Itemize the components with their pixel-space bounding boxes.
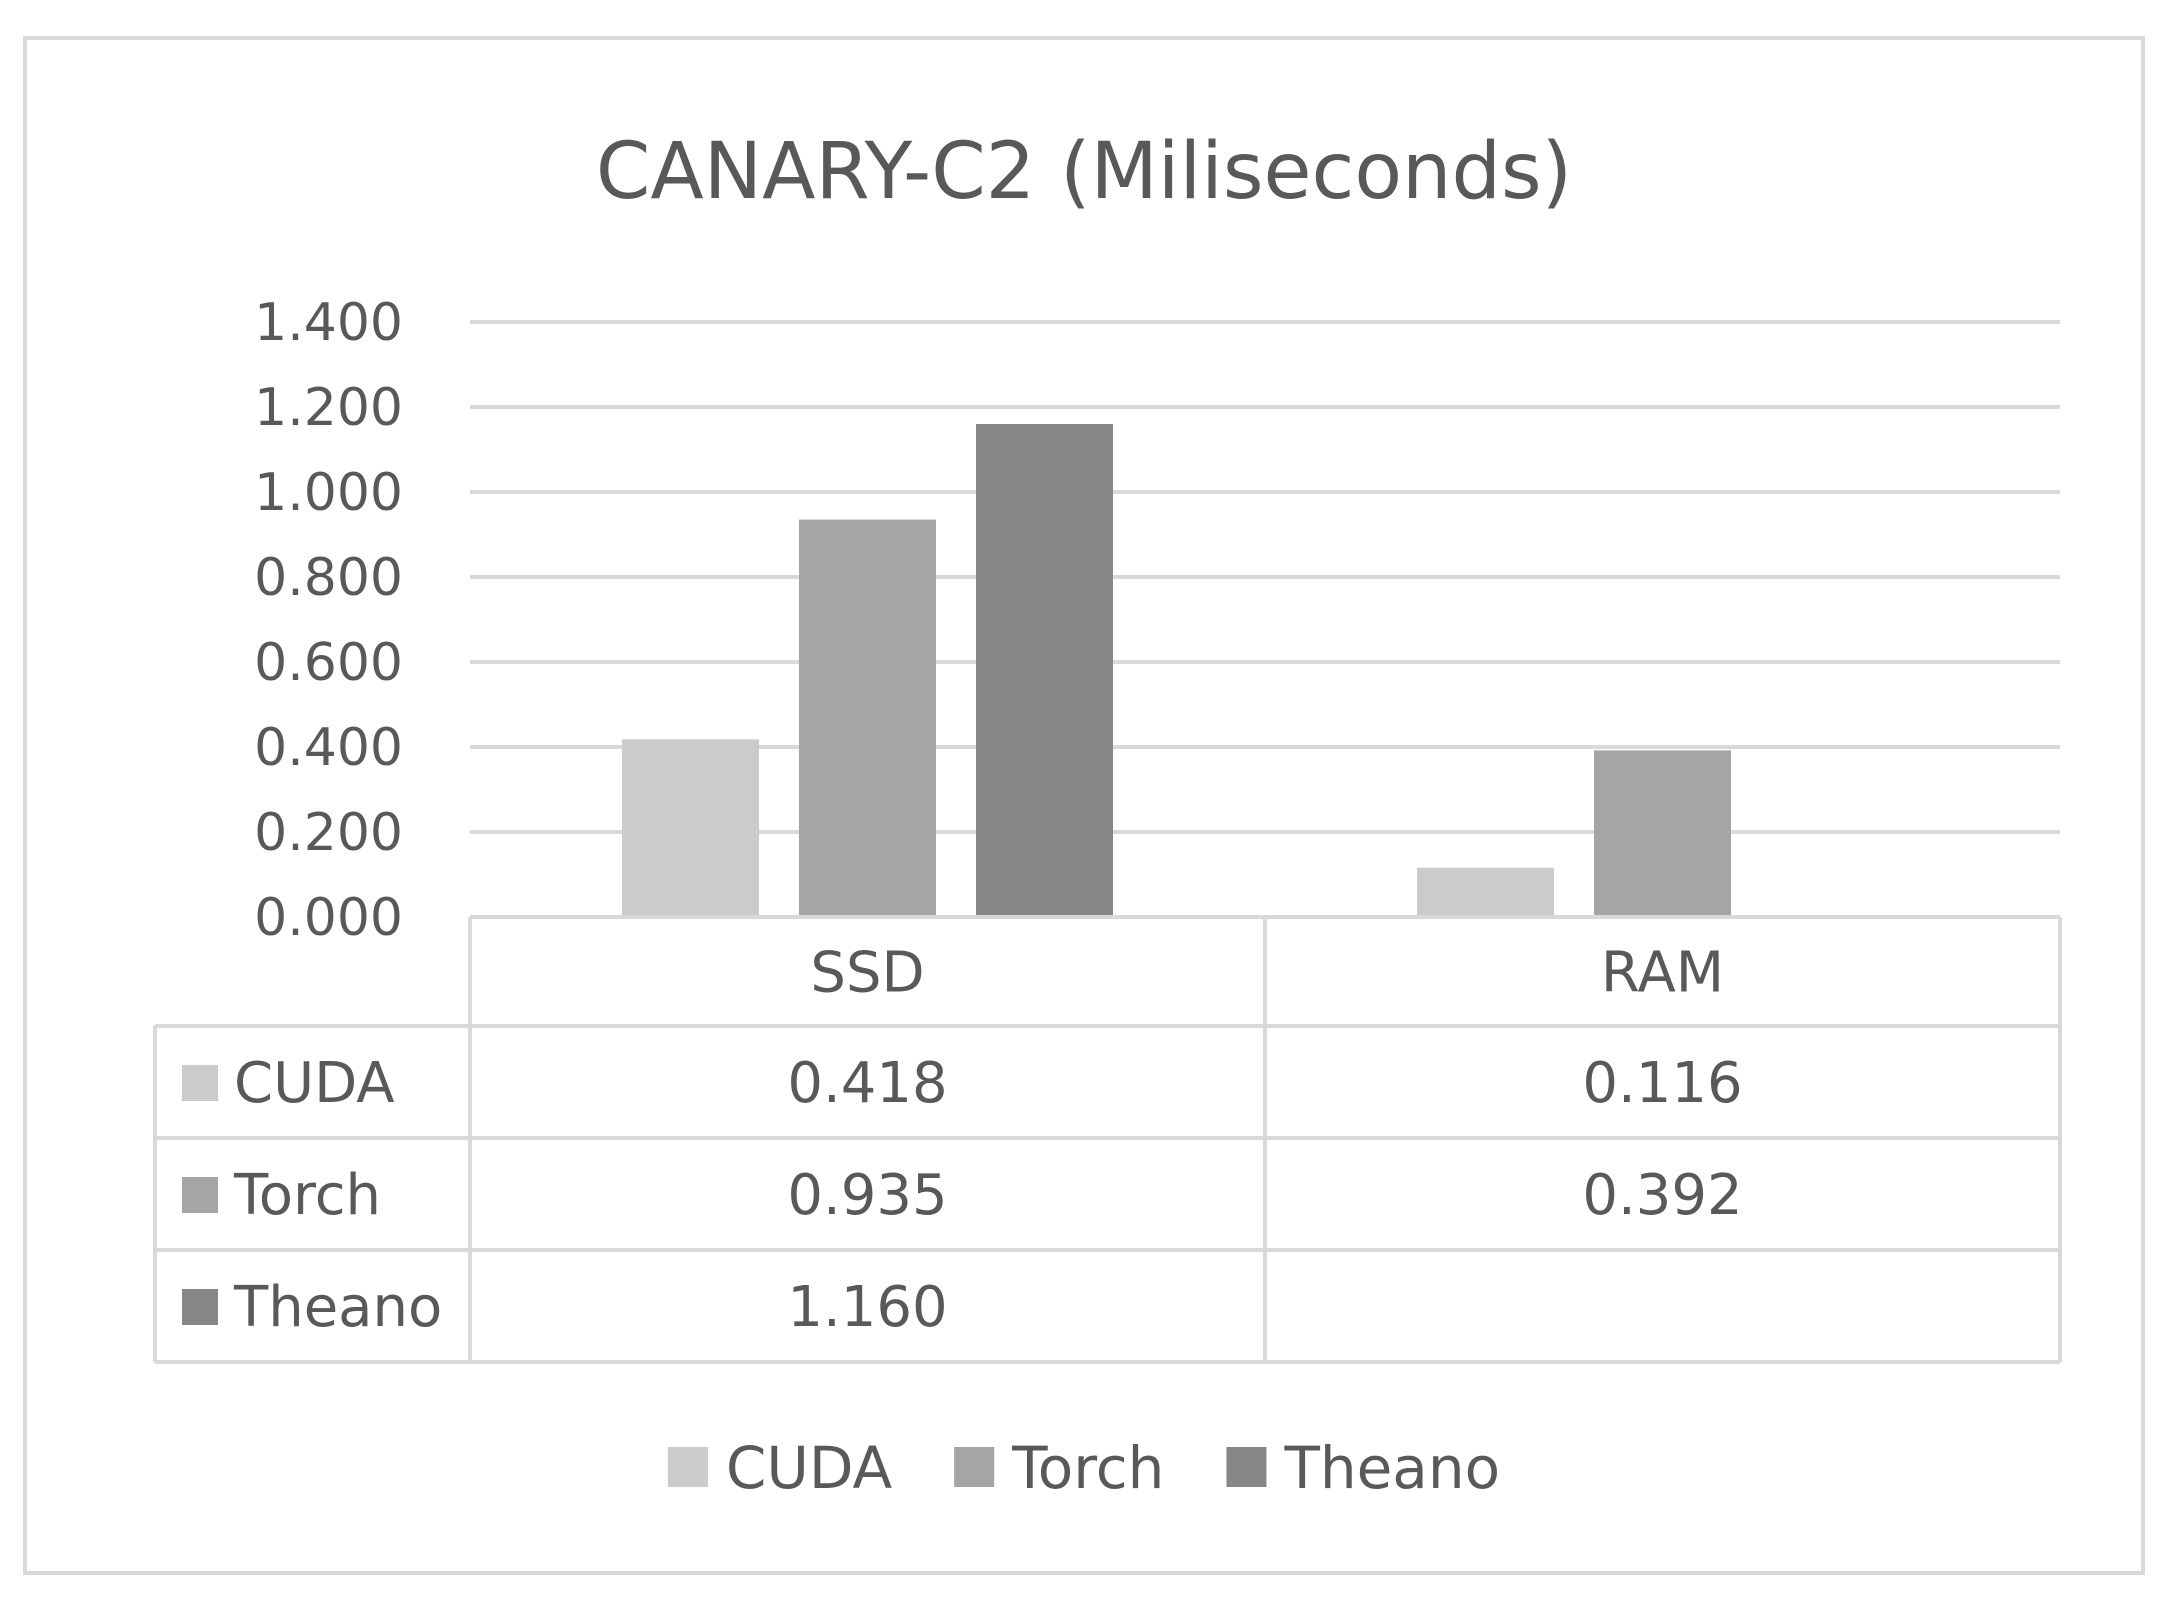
bar-cuda-ssd: [622, 739, 759, 917]
y-tick-label: 1.200: [254, 378, 403, 438]
table-legend-key-cuda: [182, 1065, 218, 1101]
chart-title: CANARY-C2 (Miliseconds): [596, 127, 1572, 217]
bars: [622, 424, 1731, 917]
legend-label-cuda: CUDA: [726, 1434, 893, 1502]
table-legend-key-torch: [182, 1177, 218, 1213]
legend-key-torch: [954, 1447, 995, 1487]
legend-key-theano: [1226, 1447, 1267, 1487]
bar-cuda-ram: [1417, 867, 1554, 917]
legend-label-torch: Torch: [1011, 1434, 1164, 1502]
table-series-label-cuda: CUDA: [234, 1051, 395, 1116]
y-tick-label: 1.000: [254, 463, 403, 523]
y-tick-label: 0.200: [254, 803, 403, 863]
legend: CUDA Torch Theano: [667, 1434, 1500, 1502]
category-label-ram: RAM: [1601, 941, 1724, 1006]
table-value-theano-ssd: 1.160: [787, 1275, 947, 1340]
data-table: SSD RAM CUDA 0.418 0.116 Torch 0.935 0.392 Thean…: [153, 915, 2062, 1364]
table-value-torch-ram: 0.392: [1582, 1163, 1742, 1228]
category-label-ssd: SSD: [810, 941, 924, 1006]
table-series-label-theano: Theano: [233, 1275, 442, 1340]
table-value-cuda-ram: 0.116: [1582, 1051, 1742, 1116]
bar-theano-ssd: [976, 424, 1113, 917]
table-value-cuda-ssd: 0.418: [787, 1051, 947, 1116]
y-tick-label: 0.800: [254, 548, 403, 608]
y-tick-label: 0.600: [254, 633, 403, 693]
bar-torch-ram: [1594, 750, 1731, 917]
legend-key-cuda: [667, 1447, 708, 1487]
y-tick-label: 1.400: [254, 293, 403, 353]
y-axis-ticks: 0.000 0.200 0.400 0.600 0.800 1.000 1.200 1.400: [254, 293, 403, 948]
y-tick-label: 0.000: [254, 888, 403, 948]
bar-torch-ssd: [799, 519, 936, 917]
table-legend-key-theano: [182, 1289, 218, 1325]
table-series-label-torch: Torch: [233, 1163, 381, 1228]
legend-label-theano: Theano: [1283, 1434, 1500, 1502]
y-tick-label: 0.400: [254, 718, 403, 778]
table-value-torch-ssd: 0.935: [787, 1163, 947, 1228]
